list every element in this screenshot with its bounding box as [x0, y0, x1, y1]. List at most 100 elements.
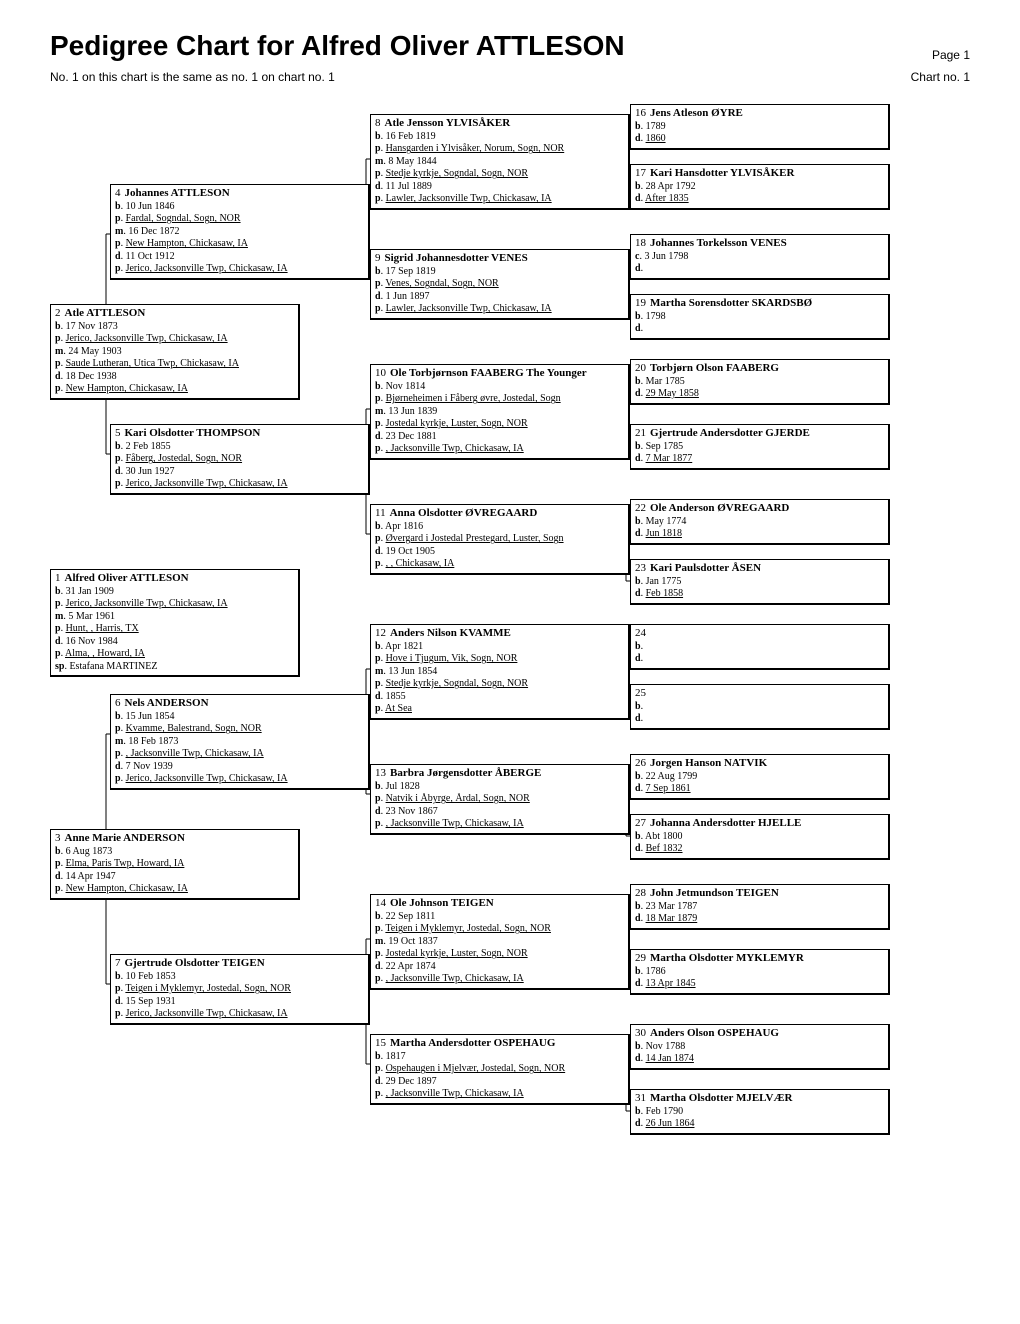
person-name: 16Jens Atleson ØYRE	[635, 107, 884, 121]
person-box: 31Martha Olsdotter MJELVÆRb. Feb 1790d. …	[630, 1089, 890, 1135]
person-name: 14Ole Johnson TEIGEN	[375, 897, 624, 911]
person-field: m. 13 Jun 1839	[375, 406, 624, 419]
person-field: d. 1855	[375, 691, 624, 704]
person-name: 30Anders Olson OSPEHAUG	[635, 1027, 884, 1041]
person-field: m. 24 May 1903	[55, 346, 294, 359]
person-box: 10Ole Torbjørnson FAABERG The Youngerb. …	[370, 364, 630, 460]
person-field: d. 26 Jun 1864	[635, 1118, 884, 1131]
person-field: b. Apr 1816	[375, 521, 624, 534]
person-box: 5Kari Olsdotter THOMPSONb. 2 Feb 1855p. …	[110, 424, 370, 495]
person-name: 24	[635, 627, 884, 641]
person-field: p. Fåberg, Jostedal, Sogn, NOR	[115, 453, 364, 466]
person-field: p. Hansgarden i Ylvisåker, Norum, Sogn, …	[375, 143, 624, 156]
person-field: p. Hove i Tjugum, Vik, Sogn, NOR	[375, 653, 624, 666]
person-field: p. Teigen i Myklemyr, Jostedal, Sogn, NO…	[375, 923, 624, 936]
person-field: m. 8 May 1844	[375, 156, 624, 169]
person-field: d. 22 Apr 1874	[375, 961, 624, 974]
person-field: c. 3 Jun 1798	[635, 251, 884, 264]
person-box: 12Anders Nilson KVAMMEb. Apr 1821p. Hove…	[370, 624, 630, 720]
person-box: 7Gjertrude Olsdotter TEIGENb. 10 Feb 185…	[110, 954, 370, 1025]
person-field: b. Apr 1821	[375, 641, 624, 654]
person-field: m. 18 Feb 1873	[115, 736, 364, 749]
person-field: p. Stedje kyrkje, Sogndal, Sogn, NOR	[375, 168, 624, 181]
person-name: 31Martha Olsdotter MJELVÆR	[635, 1092, 884, 1106]
person-field: p. Ospehaugen i Mjelvær, Jostedal, Sogn,…	[375, 1063, 624, 1076]
person-field: b. 1786	[635, 966, 884, 979]
person-field: b.	[635, 701, 884, 714]
person-box: 21Gjertrude Andersdotter GJERDEb. Sep 17…	[630, 424, 890, 470]
person-field: b. 31 Jan 1909	[55, 586, 294, 599]
person-name: 26Jorgen Hanson NATVIK	[635, 757, 884, 771]
person-name: 19Martha Sorensdotter SKARDSBØ	[635, 297, 884, 311]
person-field: b. 17 Sep 1819	[375, 266, 624, 279]
person-field: p. , Jacksonville Twp, Chickasaw, IA	[375, 818, 624, 831]
person-box: 11Anna Olsdotter ØVREGAARDb. Apr 1816p. …	[370, 504, 630, 575]
person-field: p. Lawler, Jacksonville Twp, Chickasaw, …	[375, 193, 624, 206]
person-field: d. 14 Apr 1947	[55, 871, 294, 884]
person-field: d. Jun 1818	[635, 528, 884, 541]
person-name: 7Gjertrude Olsdotter TEIGEN	[115, 957, 364, 971]
person-box: 2Atle ATTLESONb. 17 Nov 1873p. Jerico, J…	[50, 304, 300, 400]
person-field: d. 19 Oct 1905	[375, 546, 624, 559]
person-field: d.	[635, 653, 884, 666]
person-field: p. Jerico, Jacksonville Twp, Chickasaw, …	[55, 598, 294, 611]
person-field: d. 16 Nov 1984	[55, 636, 294, 649]
person-field: d. 23 Dec 1881	[375, 431, 624, 444]
person-field: m. 16 Dec 1872	[115, 226, 364, 239]
person-box: 19Martha Sorensdotter SKARDSBØb. 1798d.	[630, 294, 890, 340]
person-box: 27Johanna Andersdotter HJELLEb. Abt 1800…	[630, 814, 890, 860]
person-box: 17Kari Hansdotter YLVISÅKERb. 28 Apr 179…	[630, 164, 890, 210]
person-field: sp. Estafana MARTINEZ	[55, 661, 294, 674]
person-field: d. 18 Dec 1938	[55, 371, 294, 384]
person-field: b. Abt 1800	[635, 831, 884, 844]
person-name: 6Nels ANDERSON	[115, 697, 364, 711]
person-field: d. 29 Dec 1897	[375, 1076, 624, 1089]
person-box: 8Atle Jensson YLVISÅKERb. 16 Feb 1819p. …	[370, 114, 630, 210]
person-field: d. 13 Apr 1845	[635, 978, 884, 991]
person-field: d. 11 Oct 1912	[115, 251, 364, 264]
person-field: d. 7 Mar 1877	[635, 453, 884, 466]
person-field: p. Stedje kyrkje, Sogndal, Sogn, NOR	[375, 678, 624, 691]
person-name: 13Barbra Jørgensdotter ÅBERGE	[375, 767, 624, 781]
person-field: p. Natvik i Åbyrge, Årdal, Sogn, NOR	[375, 793, 624, 806]
person-name: 28John Jetmundson TEIGEN	[635, 887, 884, 901]
person-name: 2Atle ATTLESON	[55, 307, 294, 321]
person-field: p. Hunt, , Harris, TX	[55, 623, 294, 636]
person-field: p. , Jacksonville Twp, Chickasaw, IA	[375, 1088, 624, 1101]
person-field: d. 11 Jul 1889	[375, 181, 624, 194]
person-name: 1Alfred Oliver ATTLESON	[55, 572, 294, 586]
person-field: b. Nov 1788	[635, 1041, 884, 1054]
person-name: 11Anna Olsdotter ØVREGAARD	[375, 507, 624, 521]
person-field: b. 10 Feb 1853	[115, 971, 364, 984]
person-box: 18Johannes Torkelsson VENESc. 3 Jun 1798…	[630, 234, 890, 280]
person-field: p. At Sea	[375, 703, 624, 716]
person-name: 20Torbjørn Olson FAABERG	[635, 362, 884, 376]
person-field: m. 5 Mar 1961	[55, 611, 294, 624]
person-name: 25	[635, 687, 884, 701]
person-box: 9Sigrid Johannesdotter VENESb. 17 Sep 18…	[370, 249, 630, 320]
person-field: p. Jerico, Jacksonville Twp, Chickasaw, …	[115, 1008, 364, 1021]
person-box: 24b. d.	[630, 624, 890, 670]
person-box: 30Anders Olson OSPEHAUGb. Nov 1788d. 14 …	[630, 1024, 890, 1070]
person-field: p. Jerico, Jacksonville Twp, Chickasaw, …	[115, 773, 364, 786]
person-box: 23Kari Paulsdotter ÅSENb. Jan 1775d. Feb…	[630, 559, 890, 605]
person-field: p. Jostedal kyrkje, Luster, Sogn, NOR	[375, 948, 624, 961]
person-field: d. Bef 1832	[635, 843, 884, 856]
person-field: p. Saude Lutheran, Utica Twp, Chickasaw,…	[55, 358, 294, 371]
person-box: 3Anne Marie ANDERSONb. 6 Aug 1873p. Elma…	[50, 829, 300, 900]
person-name: 17Kari Hansdotter YLVISÅKER	[635, 167, 884, 181]
person-name: 27Johanna Andersdotter HJELLE	[635, 817, 884, 831]
person-field: d.	[635, 263, 884, 276]
person-field: d. 15 Sep 1931	[115, 996, 364, 1009]
person-field: b. Feb 1790	[635, 1106, 884, 1119]
person-field: d. 29 May 1858	[635, 388, 884, 401]
person-field: d. 7 Nov 1939	[115, 761, 364, 774]
person-field: b. Nov 1814	[375, 381, 624, 394]
person-field: p. Jerico, Jacksonville Twp, Chickasaw, …	[115, 263, 364, 276]
person-name: 22Ole Anderson ØVREGAARD	[635, 502, 884, 516]
person-field: m. 13 Jun 1854	[375, 666, 624, 679]
person-field: p. Bjørneheimen i Fåberg øvre, Jostedal,…	[375, 393, 624, 406]
person-field: p. New Hampton, Chickasaw, IA	[55, 383, 294, 396]
person-field: b. Sep 1785	[635, 441, 884, 454]
person-field: d. After 1835	[635, 193, 884, 206]
